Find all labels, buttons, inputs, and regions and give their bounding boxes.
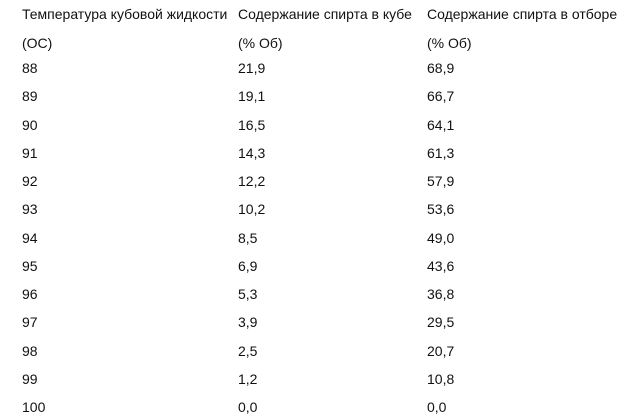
table-cell: 10,2 bbox=[238, 201, 266, 218]
table-cell: 88 bbox=[22, 60, 38, 76]
table-cell: 29,5 bbox=[427, 314, 455, 331]
header-cell: Содержание спирта в отборе bbox=[427, 6, 618, 22]
table-cell: 14,3 bbox=[238, 144, 266, 161]
table-cell: 10,8 bbox=[427, 370, 455, 387]
table-cell: 89 bbox=[22, 88, 38, 105]
header-cell: Температура кубовой жидкости bbox=[22, 6, 228, 22]
table-cell: 12,2 bbox=[238, 173, 266, 189]
table-cell: 90 bbox=[22, 116, 38, 133]
header-cell: Содержание спирта в кубе bbox=[238, 6, 412, 22]
table-cell: 99 bbox=[22, 370, 38, 387]
table-cell: 43,6 bbox=[427, 257, 455, 274]
header-cell: (ОС) bbox=[22, 35, 53, 51]
table-cell: 19,1 bbox=[238, 88, 266, 105]
table-cell: 100 bbox=[22, 399, 46, 415]
table-cell: 61,3 bbox=[427, 144, 455, 161]
table-cell: 0,0 bbox=[238, 399, 258, 415]
table-cell: 53,6 bbox=[427, 201, 455, 218]
table-cell: 1,2 bbox=[238, 370, 258, 387]
table-cell: 8,5 bbox=[238, 229, 258, 246]
table-cell: 36,8 bbox=[427, 286, 455, 302]
table-cell: 57,9 bbox=[427, 173, 455, 189]
table-cell: 66,7 bbox=[427, 88, 455, 105]
table-cell: 5,3 bbox=[238, 286, 258, 302]
table-cell: 94 bbox=[22, 229, 38, 246]
table-cell: 64,1 bbox=[427, 116, 455, 133]
header-cell: (% Об) bbox=[427, 35, 472, 51]
table-cell: 0,0 bbox=[427, 399, 447, 415]
header-cell: (% Об) bbox=[238, 35, 283, 51]
table-cell: 93 bbox=[22, 201, 38, 218]
table-cell: 3,9 bbox=[238, 314, 258, 331]
table-cell: 21,9 bbox=[238, 60, 266, 76]
table-cell: 16,5 bbox=[238, 116, 266, 133]
table-cell: 97 bbox=[22, 314, 38, 331]
table-cell: 95 bbox=[22, 257, 38, 274]
table-cell: 91 bbox=[22, 144, 38, 161]
table-cell: 6,9 bbox=[238, 257, 258, 274]
table-cell: 68,9 bbox=[427, 60, 455, 76]
table-cell: 2,5 bbox=[238, 342, 258, 359]
table-cell: 96 bbox=[22, 286, 38, 302]
table-cell: 98 bbox=[22, 342, 38, 359]
table-cell: 92 bbox=[22, 173, 38, 189]
table-cell: 20,7 bbox=[427, 342, 455, 359]
table-cell: 49,0 bbox=[427, 229, 455, 246]
